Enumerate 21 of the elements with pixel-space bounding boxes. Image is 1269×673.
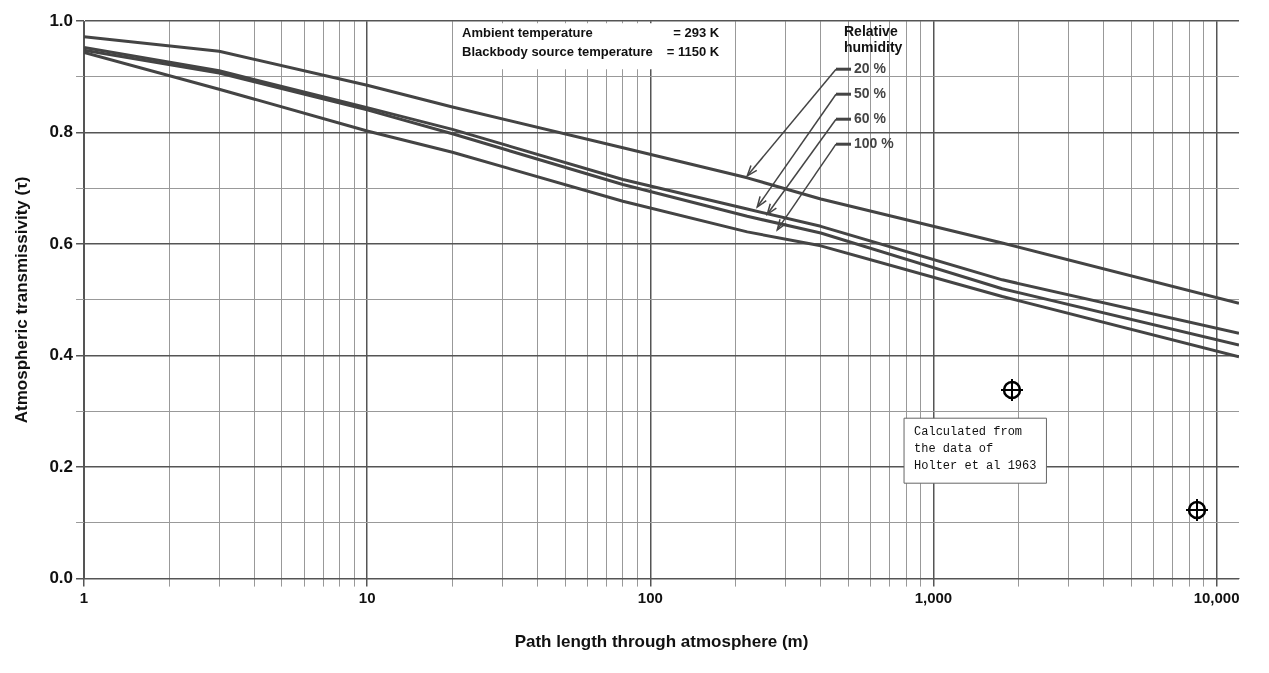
x-tick-label: 1 [79,588,89,606]
x-tick-label: 10,000 [1193,588,1240,606]
legend-label: 100 % [854,135,895,152]
legend-label: 20 % [854,60,887,77]
y-tick-label: 0.4 [49,345,74,365]
x-tick-label: 10 [358,588,376,606]
legend-title: Relative humidity [844,23,903,56]
annotation: Calculated from the data of Holter et al 1963 [914,425,1037,474]
y-tick-label: 0.8 [49,122,74,142]
annotation: Blackbody source temperature = 1150 K [462,44,720,60]
y-tick-label: 0.2 [49,456,74,476]
legend-label: 50 % [854,85,887,102]
text: Ambient temperature = 293 K [462,25,720,41]
x-tick-label: 100 [637,588,663,606]
y-tick-label: 0.6 [49,233,74,253]
y-tick-label: 0.0 [49,568,74,588]
y-tick-label: 1.0 [49,10,74,30]
x-axis-title: Path length through atmosphere (m) [514,632,809,652]
x-tick-label: 1,000 [914,588,953,606]
y-axis-title: Atmospheric transmissivity (τ) [11,176,31,424]
legend-label: 60 % [854,110,887,127]
